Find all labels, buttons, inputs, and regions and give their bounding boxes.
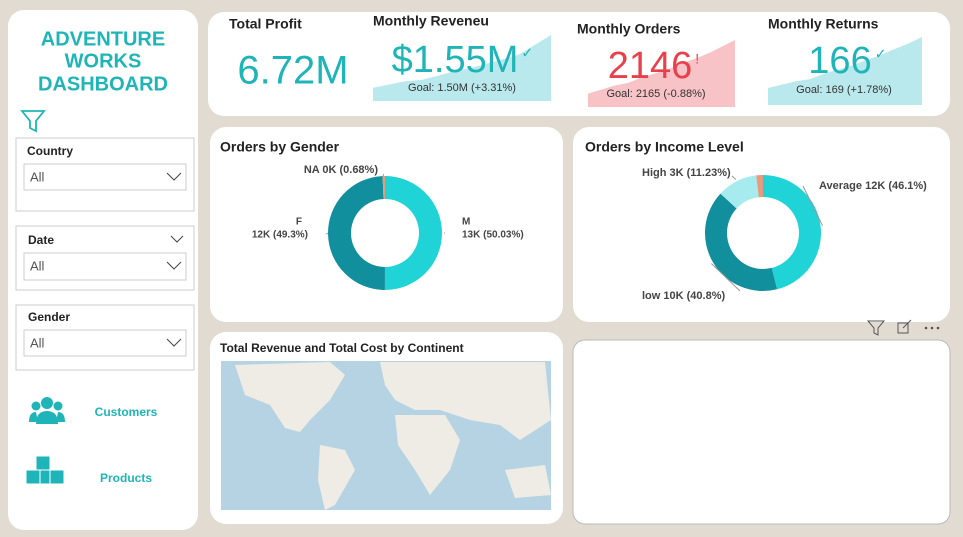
slice-category: High bbox=[642, 167, 667, 179]
leader-line bbox=[382, 173, 385, 177]
title-line: ADVENTURE bbox=[41, 28, 165, 50]
pie-slice bbox=[763, 175, 821, 290]
dropdown[interactable] bbox=[23, 163, 187, 191]
filter-button[interactable] bbox=[866, 320, 886, 336]
slicer: Date All bbox=[15, 225, 195, 291]
slice-text: Average 12K (46.1%) bbox=[819, 180, 927, 192]
charts: Orders by Gender M 13K (50.03%) F 12K (49.3%… bbox=[220, 139, 927, 355]
leader-line bbox=[802, 185, 823, 226]
dropdown-value: All bbox=[30, 335, 45, 350]
dropdown-value: All bbox=[30, 258, 45, 273]
slice-text: NA 0K (0.68%) bbox=[304, 164, 379, 176]
card-title: Orders by Gender bbox=[220, 139, 340, 155]
sparkline-area bbox=[373, 35, 551, 101]
pie-slice bbox=[705, 193, 778, 291]
dropdown[interactable] bbox=[23, 252, 187, 281]
pie-slice bbox=[327, 176, 385, 290]
slice-label: 12K (49.3%) bbox=[252, 230, 308, 241]
kpi-goal: Goal: 1.50M (+3.31%) bbox=[408, 82, 516, 94]
nav-link[interactable]: Customers bbox=[95, 405, 158, 419]
kpi-title: Monthly Reveneu bbox=[373, 13, 489, 29]
leader-line bbox=[325, 232, 329, 235]
chevron[interactable] bbox=[170, 235, 184, 243]
pie-slice bbox=[384, 176, 442, 290]
sparkline-area bbox=[768, 37, 922, 105]
kpi-status: ! bbox=[695, 51, 699, 67]
filter-icon[interactable] bbox=[20, 110, 46, 133]
chevron bbox=[166, 338, 182, 347]
slicer-label: Country bbox=[27, 144, 73, 158]
kpi-title: Total Profit bbox=[229, 16, 302, 32]
chevron bbox=[166, 172, 182, 181]
chevron bbox=[166, 261, 182, 270]
slice-category: F bbox=[296, 217, 302, 228]
kpi-value: 166 bbox=[808, 40, 871, 82]
slice-category: NA bbox=[304, 164, 320, 176]
dropdown-value: All bbox=[30, 169, 45, 184]
sparkline-area bbox=[588, 40, 735, 107]
card bbox=[210, 127, 563, 322]
kpi-goal: Goal: 169 (+1.78%) bbox=[796, 84, 892, 96]
kpi-status: ✓ bbox=[875, 46, 887, 62]
focus-button[interactable] bbox=[897, 319, 912, 334]
pie-slice bbox=[756, 175, 763, 198]
slicer-label: Gender bbox=[28, 310, 70, 324]
card-title: Orders by Income Level bbox=[585, 139, 744, 155]
map bbox=[221, 361, 551, 510]
kpi-title: Monthly Orders bbox=[577, 21, 681, 37]
title-line: DASHBOARD bbox=[38, 73, 168, 95]
leader-line bbox=[731, 175, 737, 180]
slice-text: low 10K (40.8%) bbox=[642, 290, 725, 302]
slice-label: 3K (11.23%) bbox=[670, 167, 731, 179]
kpi-status: ✓ bbox=[521, 45, 533, 61]
kpi-value: $1.55M bbox=[392, 39, 519, 81]
slice-label: 12K (46.1%) bbox=[865, 180, 927, 192]
slice-category: M bbox=[462, 217, 470, 228]
kpi-title: Monthly Returns bbox=[768, 16, 879, 32]
map-land bbox=[235, 362, 551, 510]
slice-category: Average bbox=[819, 180, 862, 192]
slicer: Country All bbox=[15, 137, 195, 212]
slicer: Gender All bbox=[15, 304, 195, 371]
nav-link[interactable]: Products bbox=[100, 471, 152, 485]
card bbox=[573, 127, 950, 322]
card bbox=[572, 339, 951, 525]
kpi-value: 6.72M bbox=[237, 49, 348, 93]
leader-line bbox=[711, 263, 741, 292]
card-title: Total Revenue and Total Cost by Continen… bbox=[220, 341, 464, 355]
products-icon[interactable] bbox=[25, 455, 65, 485]
more-button[interactable] bbox=[924, 326, 940, 330]
kpi-goal: Goal: 2165 (-0.88%) bbox=[606, 88, 705, 100]
customers-icon[interactable] bbox=[29, 397, 65, 424]
slice-category: low bbox=[642, 290, 661, 302]
kpi-value: 2146 bbox=[608, 45, 693, 87]
pie-slice bbox=[720, 175, 759, 209]
slicer-label: Date bbox=[28, 233, 54, 247]
pie-slice bbox=[382, 176, 385, 200]
dropdown[interactable] bbox=[23, 329, 187, 357]
slice-label: 10K (40.8%) bbox=[663, 290, 725, 302]
slice-label: 0K (0.68%) bbox=[322, 164, 378, 176]
title-line: WORKS bbox=[65, 50, 142, 72]
sidebar-title: ADVENTURE WORKS DASHBOARD bbox=[38, 28, 168, 95]
slice-label: 13K (50.03%) bbox=[462, 230, 524, 241]
slice-text: High 3K (11.23%) bbox=[642, 167, 731, 179]
visual-header bbox=[866, 319, 940, 336]
